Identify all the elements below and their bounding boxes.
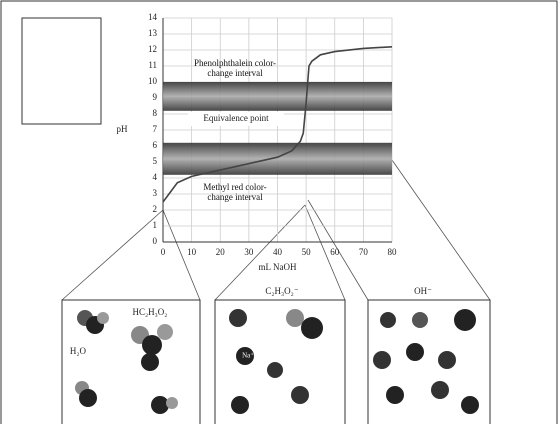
panel-label: OH⁻	[414, 286, 432, 296]
y-tick-label: 11	[148, 60, 157, 70]
panels	[62, 300, 490, 424]
x-tick-label: 70	[359, 247, 369, 257]
y-tick-label: 1	[153, 220, 158, 230]
x-tick-label: 40	[273, 247, 283, 257]
panel-label: Na⁺	[242, 352, 254, 360]
y-tick-label: 0	[153, 236, 158, 246]
x-tick-label: 10	[187, 247, 197, 257]
y-tick-label: 4	[153, 172, 158, 182]
band-label: Methyl red color-	[203, 182, 266, 192]
x-axis-label: mL NaOH	[259, 262, 297, 272]
annotation: Equivalence point	[203, 113, 269, 123]
band-label: change interval	[207, 192, 263, 202]
connector-lines	[62, 160, 490, 300]
y-tick-label: 5	[153, 156, 158, 166]
color-band	[163, 143, 392, 175]
y-tick-label: 12	[148, 44, 157, 54]
y-tick-label: 2	[153, 204, 158, 214]
panel-label: HC₂H₃O₂	[133, 307, 168, 317]
x-tick-label: 80	[388, 247, 398, 257]
x-tick-label: 0	[161, 247, 166, 257]
x-tick-label: 20	[216, 247, 226, 257]
x-tick-label: 60	[330, 247, 340, 257]
y-tick-label: 13	[148, 28, 158, 38]
y-tick-label: 6	[153, 140, 158, 150]
y-tick-label: 3	[153, 188, 158, 198]
x-tick-label: 30	[244, 247, 254, 257]
y-tick-label: 7	[153, 124, 158, 134]
panel-label: C₂H₃O₂⁻	[265, 286, 298, 296]
figure: 0102030405060708001234567891011121314pHm…	[0, 0, 558, 424]
y-tick-label: 9	[153, 92, 158, 102]
panel-label: H₂O	[70, 346, 87, 356]
y-axis-label: pH	[117, 124, 129, 134]
x-tick-label: 50	[302, 247, 312, 257]
y-tick-label: 10	[148, 76, 158, 86]
outer-frame	[1, 1, 557, 424]
color-band	[163, 82, 392, 111]
y-tick-label: 8	[153, 108, 158, 118]
y-tick-label: 14	[148, 12, 158, 22]
molecules	[75, 309, 479, 414]
band-label: Phenolphthalein color-	[194, 58, 276, 68]
band-label: change interval	[207, 68, 263, 78]
blank-box	[22, 18, 101, 124]
